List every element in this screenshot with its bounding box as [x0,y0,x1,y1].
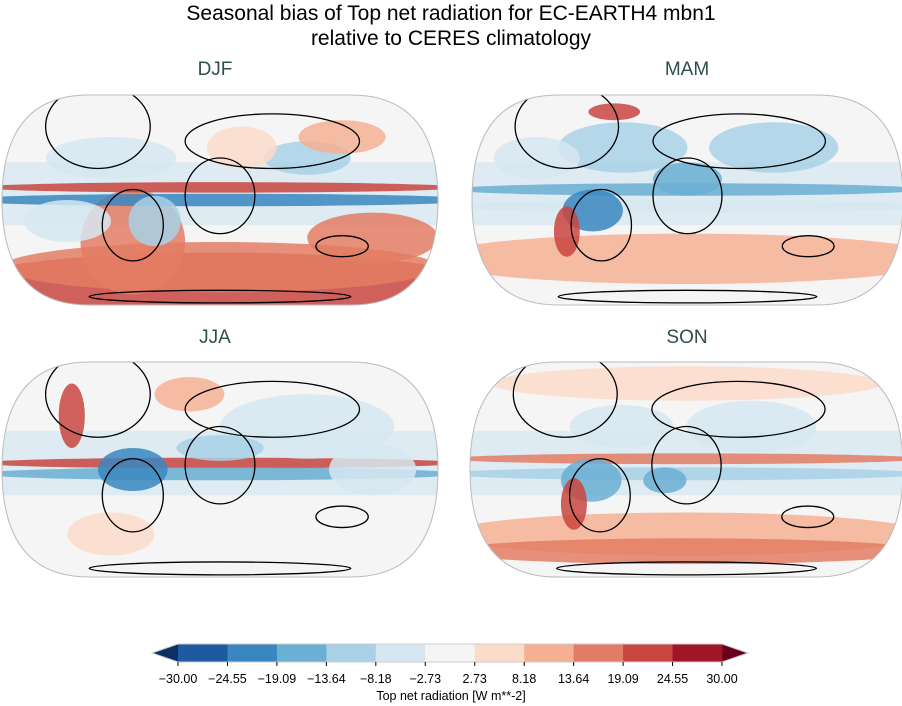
coastline [514,95,620,170]
bias-region [569,405,674,448]
coastline [781,235,835,258]
bias-region [329,443,417,496]
colorbar-tick-label: −8.18 [359,672,392,686]
coastline [101,188,164,262]
colorbar-tick-label: −2.73 [409,672,442,686]
coastline [652,113,827,170]
bias-region [653,162,722,196]
colorbar-segment [573,644,624,662]
colorbar-tick-label: 2.73 [462,672,487,686]
map-djf [2,95,438,305]
bias-region [491,366,882,401]
map-jja [2,362,438,577]
colorbar-label: Top net radiation [W m**-2] [376,689,526,703]
panel-title-djf: DJF [197,59,233,80]
colorbar-tick-label: −24.55 [208,672,247,686]
coastline [44,95,151,170]
coastline [652,157,723,235]
colorbar-extend-high [722,644,748,662]
coastline [555,561,818,576]
figure-title-line2: relative to CERES climatology [310,27,592,50]
coastline [184,113,361,170]
coastline [512,362,618,438]
colorbar-tick-label: 19.09 [607,672,639,686]
map-son-border [469,361,902,578]
colorbar-segment [672,644,723,662]
bias-region [298,120,386,154]
map-djf-border [1,94,439,306]
map-mam [472,95,902,305]
coastline [557,289,818,304]
bias-region [560,478,587,530]
bias-region [58,383,85,448]
coastline [88,561,352,576]
colorbar-tick-label: 30.00 [706,672,738,686]
colorbar-tick-label: −30.00 [158,672,198,686]
map-jja-border [1,361,439,578]
bias-region [588,103,641,121]
coastline [184,380,361,438]
bias-region [2,182,438,193]
colorbar-segment [276,644,327,662]
bias-region [97,448,168,491]
colorbar-extend-low [152,644,178,662]
bias-region [67,512,155,556]
coastline [570,188,633,262]
colorbar-segment [524,644,575,662]
coastline [651,425,722,505]
bias-region [709,122,839,173]
colorbar-tick-label: 8.18 [512,672,537,686]
panel-title-son: SON [666,327,708,348]
bias-region [643,467,687,494]
colorbar-segment [375,644,426,662]
coastline [651,380,826,438]
colorbar-tick-label: −19.09 [257,672,297,686]
coastline [568,458,631,533]
bias-region [553,206,580,257]
bias-region [154,377,225,412]
bias-region [128,195,181,247]
map-mam-border [471,94,902,306]
coastline [184,157,256,235]
colorbar-tick-label: 24.55 [656,672,689,686]
colorbar-segment [474,644,525,662]
bias-region [45,137,177,179]
colorbar-tick-label: 13.64 [557,672,590,686]
colorbar-segment [178,644,228,662]
coastline [781,505,835,529]
bias-region [220,394,395,459]
bias-region [176,435,264,461]
bias-region [307,212,438,263]
bias-region [470,538,902,565]
map-son [470,362,902,577]
coastline [315,235,369,258]
panel-title-mam: MAM [664,59,710,80]
bias-region [23,200,111,242]
colorbar-segment [425,644,476,662]
bias-region [686,400,817,453]
colorbar-segment [623,644,674,662]
colorbar-segment [227,644,278,662]
colorbar-segment [326,644,377,662]
coastline [184,425,256,505]
colorbar [150,643,750,666]
bias-region [470,453,902,465]
figure-title-line1: Seasonal bias of Top net radiation for E… [186,2,716,25]
coastline [315,505,369,529]
coastline [44,362,151,438]
bias-region [493,137,580,179]
coastline [101,458,164,533]
coastline [88,289,352,304]
colorbar-tick-label: −13.64 [307,672,346,686]
panel-title-jja: JJA [199,327,231,348]
